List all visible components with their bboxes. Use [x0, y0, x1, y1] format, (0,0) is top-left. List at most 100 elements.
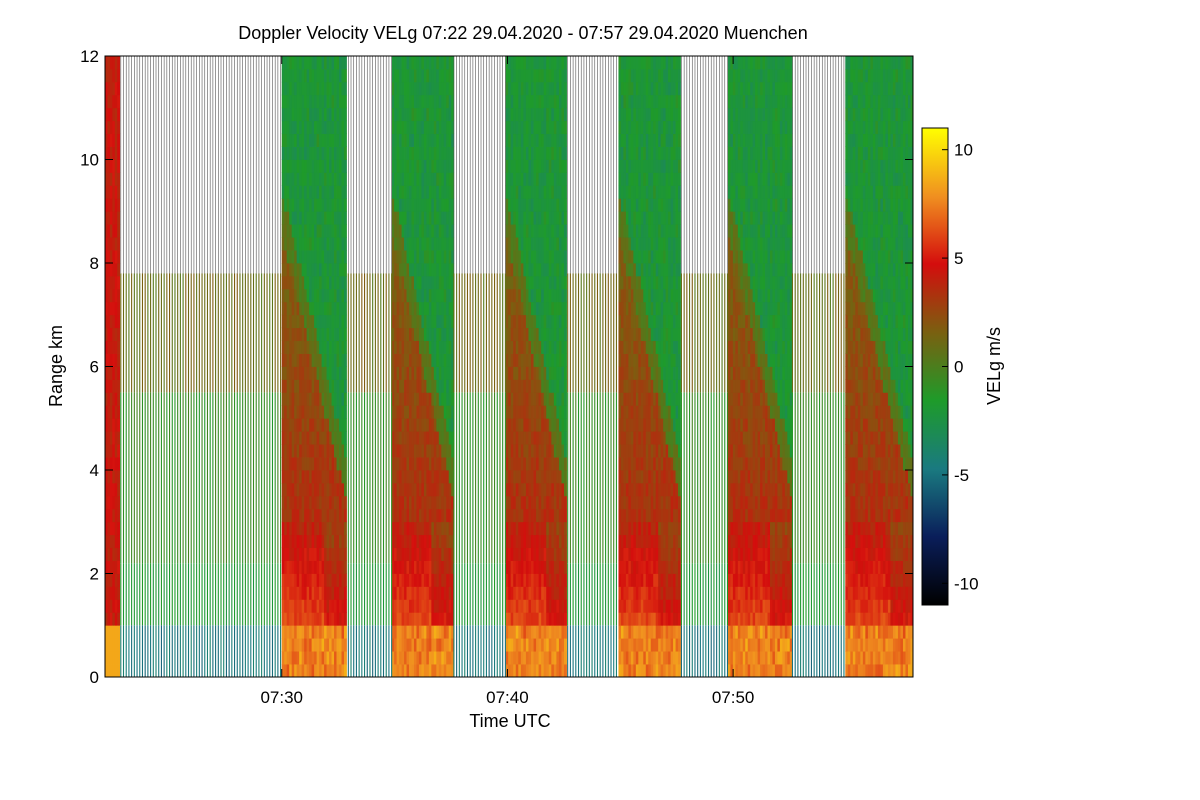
velocity-cell [625, 379, 629, 393]
velocity-cell [645, 133, 649, 147]
velocity-cell [638, 237, 642, 251]
velocity-cell [399, 521, 402, 536]
velocity-cell [324, 534, 327, 549]
velocity-cell [536, 444, 540, 458]
velocity-cell [520, 482, 524, 497]
velocity-cell [309, 405, 313, 419]
velocity-cell [399, 638, 402, 652]
velocity-cell [643, 133, 647, 147]
velocity-cell [413, 224, 417, 238]
velocity-cell [404, 159, 407, 173]
velocity-cell [311, 482, 315, 497]
velocity-cell [520, 68, 524, 83]
velocity-cell [673, 159, 676, 173]
velocity-cell [546, 651, 550, 665]
velocity-cell [525, 353, 529, 367]
velocity-cell [344, 340, 347, 354]
velocity-cell [291, 340, 295, 354]
velocity-cell [114, 457, 118, 471]
velocity-cell [663, 482, 667, 497]
velocity-cell [556, 664, 560, 678]
velocity-cell [316, 56, 320, 70]
velocity-cell [538, 68, 542, 83]
velocity-cell [515, 599, 519, 613]
velocity-cell [394, 107, 398, 122]
velocity-cell [316, 547, 320, 561]
velocity-cell [286, 133, 290, 147]
velocity-cell [291, 120, 295, 135]
velocity-cell [520, 379, 524, 393]
velocity-cell [411, 495, 415, 510]
velocity-cell [286, 547, 290, 561]
velocity-cell [326, 392, 330, 406]
velocity-cell [525, 379, 529, 393]
velocity-cell [640, 482, 644, 497]
velocity-cell [441, 495, 445, 510]
velocity-cell [336, 508, 340, 523]
velocity-cell [281, 198, 285, 212]
velocity-cell [294, 638, 298, 652]
velocity-cell [409, 599, 412, 613]
velocity-cell [618, 327, 622, 342]
velocity-cell [625, 599, 629, 613]
velocity-cell [620, 172, 624, 186]
velocity-cell [443, 495, 447, 510]
velocity-cell [399, 314, 402, 329]
velocity-cell [533, 664, 537, 678]
velocity-cell [628, 120, 632, 135]
velocity-cell [668, 340, 671, 354]
velocity-cell [391, 599, 395, 613]
velocity-cell [436, 56, 440, 70]
velocity-cell [341, 470, 345, 484]
velocity-cell [299, 625, 303, 639]
velocity-cell [518, 379, 522, 393]
velocity-cell [284, 495, 288, 510]
velocity-cell [446, 159, 450, 173]
velocity-cell [630, 495, 634, 510]
velocity-cell [628, 405, 632, 419]
velocity-cell [515, 418, 519, 432]
velocity-cell [531, 457, 534, 471]
velocity-cell [665, 534, 669, 549]
velocity-cell [344, 301, 347, 316]
velocity-cell [533, 547, 537, 561]
velocity-cell [291, 94, 295, 109]
velocity-cell [423, 224, 427, 238]
velocity-cell [625, 314, 629, 329]
velocity-cell [618, 81, 622, 96]
velocity-cell [321, 457, 325, 471]
velocity-cell [426, 379, 430, 393]
velocity-cell [329, 405, 332, 419]
velocity-cell [543, 159, 547, 173]
velocity-cell [291, 327, 295, 342]
velocity-cell [401, 599, 405, 613]
velocity-cell [441, 444, 445, 458]
velocity-cell [618, 547, 622, 561]
velocity-cell [513, 495, 517, 510]
velocity-cell [314, 444, 318, 458]
velocity-cell [301, 599, 305, 613]
velocity-cell [620, 495, 624, 510]
velocity-cell [448, 224, 452, 238]
velocity-cell [105, 508, 108, 523]
velocity-cell [109, 275, 113, 290]
velocity-cell [643, 547, 647, 561]
velocity-cell [668, 133, 671, 147]
velocity-cell [628, 68, 632, 83]
velocity-cell [553, 224, 557, 238]
velocity-cell [673, 94, 676, 109]
velocity-cell [334, 418, 337, 432]
velocity-cell [329, 263, 332, 277]
velocity-cell [105, 392, 108, 406]
velocity-cell [416, 508, 420, 523]
velocity-cell [508, 431, 512, 445]
velocity-cell [663, 68, 667, 83]
velocity-cell [660, 457, 664, 471]
velocity-cell [638, 327, 642, 342]
velocity-cell [409, 470, 412, 484]
velocity-cell [663, 651, 667, 665]
velocity-cell [543, 547, 547, 561]
velocity-cell [508, 353, 512, 367]
velocity-cell [623, 340, 627, 354]
velocity-cell [301, 133, 305, 147]
